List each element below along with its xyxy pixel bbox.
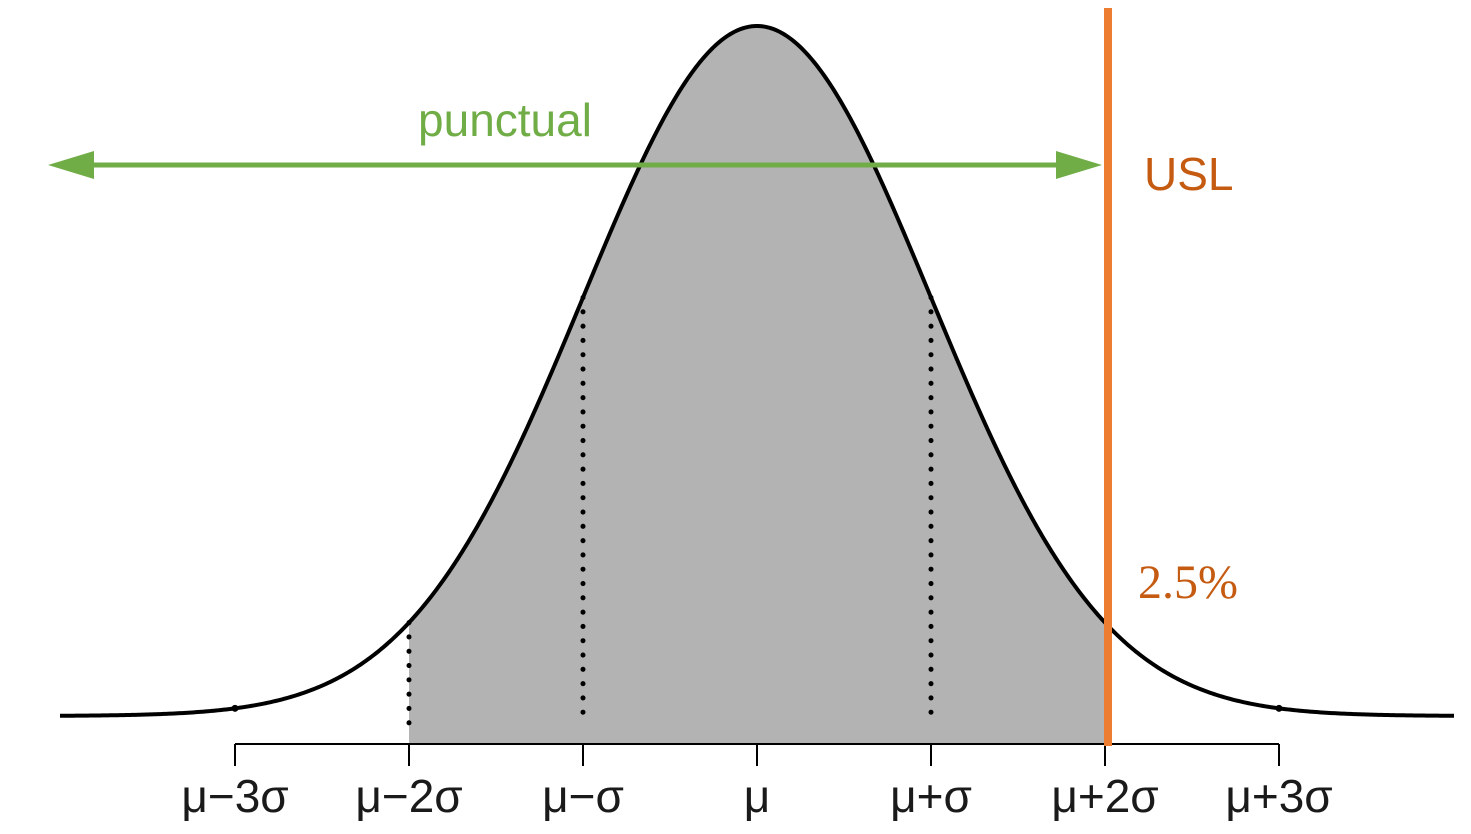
tail-markers: [231, 704, 1283, 712]
x-tick-label: μ−3σ: [181, 770, 288, 822]
x-tick-label: μ: [744, 770, 771, 822]
x-tick-label: μ−σ: [542, 770, 624, 822]
x-tick-label: μ+3σ: [1225, 770, 1332, 822]
sigma-dotted-lines: [406, 294, 934, 727]
x-tick-label: μ+σ: [890, 770, 972, 822]
punctual-arrowhead-left: [48, 151, 94, 179]
tail-marker: [1275, 704, 1283, 712]
normal-curve: [59, 24, 1455, 718]
punctual-arrow: [48, 151, 1102, 179]
x-tick-label: μ+2σ: [1051, 770, 1158, 822]
shaded-area-within-usl: [409, 26, 1105, 744]
x-axis-ticks: μ−3σ μ−2σ μ−σ μ μ+σ μ+2σ μ+3σ: [181, 744, 1333, 822]
usl-label: USL: [1144, 148, 1233, 200]
punctual-arrowhead-right: [1056, 151, 1102, 179]
punctual-label: punctual: [418, 94, 592, 146]
tail-marker: [231, 704, 239, 712]
x-tick-label: μ−2σ: [355, 770, 462, 822]
tail-percent-label: 2.5%: [1138, 556, 1238, 609]
